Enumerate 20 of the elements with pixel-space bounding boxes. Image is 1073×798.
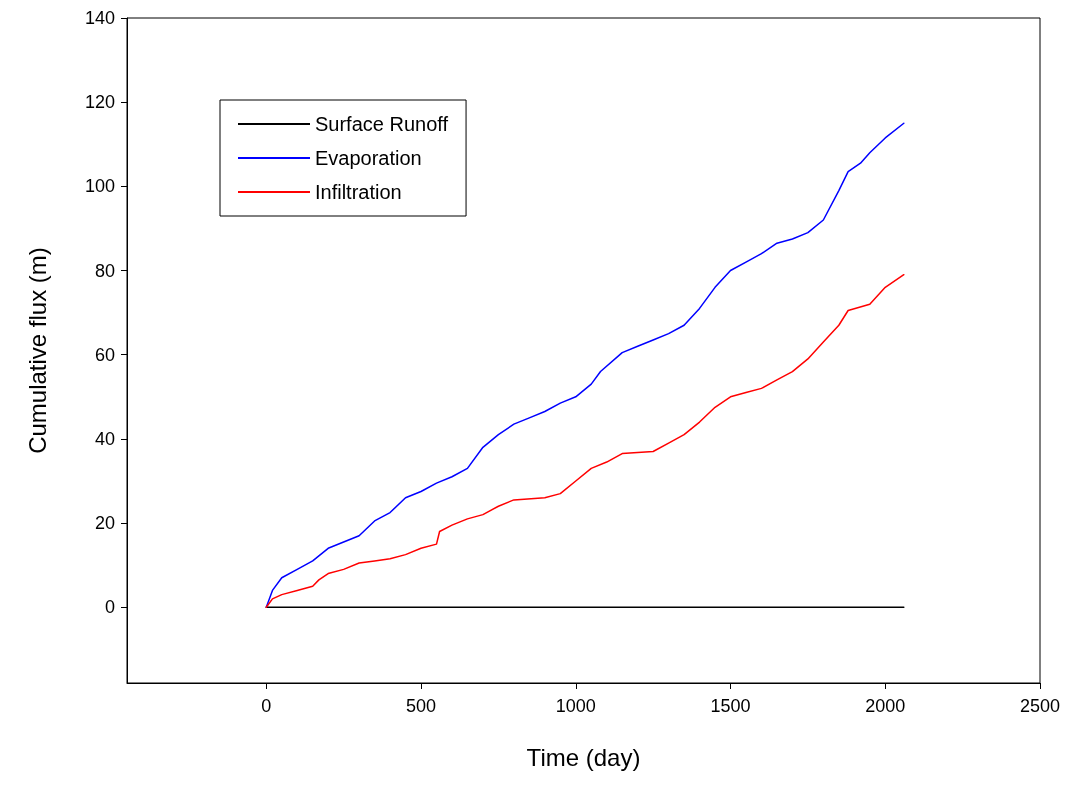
x-tick-label: 0 — [261, 696, 272, 716]
x-tick-label: 2000 — [865, 696, 906, 716]
y-tick-label: 0 — [104, 597, 115, 618]
y-tick-label: 120 — [84, 92, 115, 113]
x-tick-label: 1000 — [555, 696, 596, 716]
legend-label: Evaporation — [315, 147, 422, 169]
x-tick-label: 1500 — [710, 696, 751, 716]
y-axis-title: Cumulative flux (m) — [23, 247, 51, 454]
y-tick-label: 100 — [84, 176, 115, 197]
x-axis-title: Time (day) — [526, 743, 641, 771]
legend-label: Infiltration — [315, 181, 402, 203]
y-tick-label: 80 — [94, 260, 115, 281]
y-tick-label: 140 — [84, 8, 115, 28]
legend-label: Surface Runoff — [315, 113, 449, 135]
y-tick-label: 20 — [94, 513, 115, 534]
line-series — [265, 273, 905, 608]
y-tick-label: 40 — [94, 428, 115, 449]
x-tick-label: 2500 — [1019, 696, 1061, 716]
y-tick-label: 60 — [94, 344, 115, 365]
x-tick-label: 500 — [405, 696, 437, 716]
